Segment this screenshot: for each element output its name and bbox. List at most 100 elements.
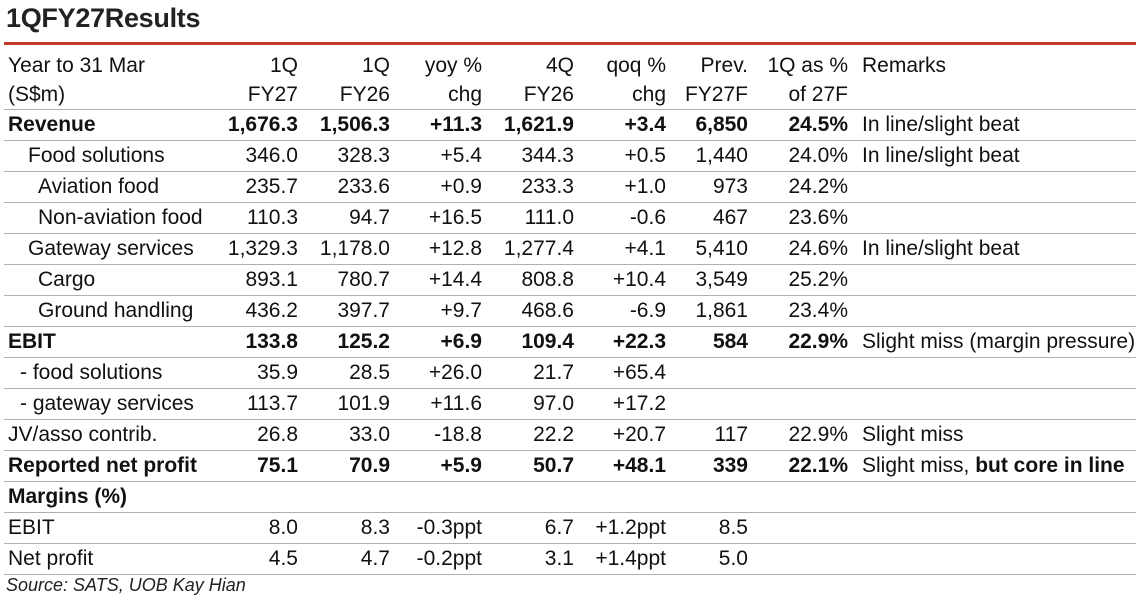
cell: 50.7 — [488, 450, 580, 482]
cell: 33.0 — [304, 419, 396, 451]
header-yoy-sub: chg — [396, 80, 488, 110]
cell: 1,277.4 — [488, 233, 580, 265]
cell: 23.4% — [754, 295, 854, 327]
cell: 8.5 — [672, 512, 754, 544]
cell: +20.7 — [580, 419, 672, 451]
cell: 24.5% — [754, 109, 854, 141]
remarks-cell: In line/slight beat — [854, 233, 1136, 265]
cell: 24.6% — [754, 233, 854, 265]
cell: 1,440 — [672, 140, 754, 172]
cell: 75.1 — [212, 450, 304, 482]
header-row-1: Year to 31 Mar 1Q 1Q yoy % 4Q qoq % Prev… — [4, 51, 1136, 80]
header-4q-fy26: 4Q — [545, 54, 574, 77]
header-1q-fy27-sub: FY27 — [212, 80, 304, 110]
cell: 4.7 — [304, 543, 396, 575]
cell: 5,410 — [672, 233, 754, 265]
table-row: - food solutions 35.9 28.5 +26.0 21.7 +6… — [4, 357, 1136, 389]
cell: +16.5 — [396, 202, 488, 234]
table-row: EBIT 8.0 8.3 -0.3ppt 6.7 +1.2ppt 8.5 — [4, 512, 1136, 544]
cell — [304, 481, 396, 513]
table-row: Gateway services 1,329.3 1,178.0 +12.8 1… — [4, 233, 1136, 265]
cell: 397.7 — [304, 295, 396, 327]
cell: 28.5 — [304, 357, 396, 389]
cell: 6,850 — [672, 109, 754, 141]
remarks-cell — [854, 171, 1136, 203]
cell: 21.7 — [488, 357, 580, 389]
row-label: - food solutions — [4, 357, 212, 389]
cell: 1,329.3 — [212, 233, 304, 265]
cell: 97.0 — [488, 388, 580, 420]
remarks-cell — [854, 295, 1136, 327]
remarks-cell: In line/slight beat — [854, 109, 1136, 141]
table-row: Food solutions 346.0 328.3 +5.4 344.3 +0… — [4, 140, 1136, 172]
cell: +3.4 — [580, 109, 672, 141]
cell: 235.7 — [212, 171, 304, 203]
header-remarks-sub — [854, 80, 1136, 110]
row-label: Net profit — [4, 543, 212, 575]
cell: 101.9 — [304, 388, 396, 420]
cell: 436.2 — [212, 295, 304, 327]
cell — [754, 512, 854, 544]
cell: +65.4 — [580, 357, 672, 389]
cell: 22.2 — [488, 419, 580, 451]
cell — [754, 481, 854, 513]
cell: 35.9 — [212, 357, 304, 389]
cell: 1,506.3 — [304, 109, 396, 141]
cell: 25.2% — [754, 264, 854, 296]
cell: +17.2 — [580, 388, 672, 420]
cell: +10.4 — [580, 264, 672, 296]
header-prev-sub: FY27F — [672, 80, 754, 110]
cell: 467 — [672, 202, 754, 234]
cell: +1.0 — [580, 171, 672, 203]
cell: +14.4 — [396, 264, 488, 296]
cell: -0.3ppt — [396, 512, 488, 544]
cell — [754, 357, 854, 389]
remarks-part-bold: but core in line — [975, 454, 1125, 477]
header-pct-of-27f-sub: of 27F — [754, 80, 854, 110]
cell: +22.3 — [580, 326, 672, 358]
cell: +0.5 — [580, 140, 672, 172]
row-label: - gateway services — [4, 388, 212, 420]
cell — [754, 388, 854, 420]
cell: +0.9 — [396, 171, 488, 203]
remarks-cell: Slight miss, but core in line — [854, 450, 1136, 482]
row-label: Food solutions — [4, 140, 212, 172]
cell: 346.0 — [212, 140, 304, 172]
header-row-2: (S$m) FY27 FY26 chg FY26 chg FY27F of 27… — [4, 80, 1136, 110]
table-row: EBIT 133.8 125.2 +6.9 109.4 +22.3 584 22… — [4, 326, 1136, 358]
remarks-cell — [854, 388, 1136, 420]
cell: -18.8 — [396, 419, 488, 451]
cell: +11.3 — [396, 109, 488, 141]
cell: +11.6 — [396, 388, 488, 420]
results-table: Year to 31 Mar 1Q 1Q yoy % 4Q qoq % Prev… — [4, 51, 1136, 575]
cell: 1,676.3 — [212, 109, 304, 141]
cell: 8.0 — [212, 512, 304, 544]
remarks-cell — [854, 202, 1136, 234]
cell: 328.3 — [304, 140, 396, 172]
page-title: 1QFY27Results — [6, 3, 201, 33]
cell — [580, 481, 672, 513]
cell: 8.3 — [304, 512, 396, 544]
cell: -0.2ppt — [396, 543, 488, 575]
cell: 584 — [672, 326, 754, 358]
header-label: Year to 31 Mar — [8, 54, 145, 77]
cell — [672, 357, 754, 389]
row-label: EBIT — [4, 326, 212, 358]
table-row: Non-aviation food 110.3 94.7 +16.5 111.0… — [4, 202, 1136, 234]
cell: 111.0 — [488, 202, 580, 234]
cell: 109.4 — [488, 326, 580, 358]
remarks-cell: In line/slight beat — [854, 140, 1136, 172]
row-label: Gateway services — [4, 233, 212, 265]
cell: 233.3 — [488, 171, 580, 203]
header-pct-of-27f: 1Q as % — [767, 54, 848, 77]
row-label: JV/asso contrib. — [4, 419, 212, 451]
cell: 1,621.9 — [488, 109, 580, 141]
cell: 70.9 — [304, 450, 396, 482]
cell: 1,861 — [672, 295, 754, 327]
remarks-cell — [854, 512, 1136, 544]
header-1q-fy26-sub: FY26 — [304, 80, 396, 110]
row-label: Ground handling — [4, 295, 212, 327]
cell: 94.7 — [304, 202, 396, 234]
cell: 110.3 — [212, 202, 304, 234]
cell: 113.7 — [212, 388, 304, 420]
